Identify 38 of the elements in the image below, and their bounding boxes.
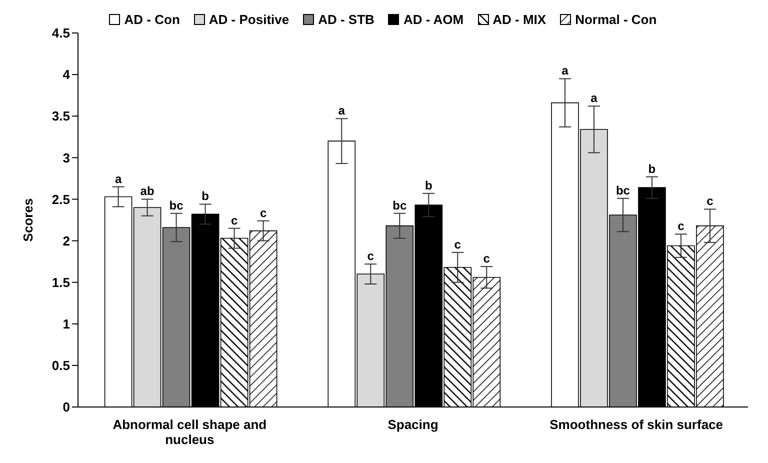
y-tick-label: 4 [62, 67, 71, 82]
y-tick-label: 0 [62, 400, 70, 415]
data-label: c [367, 249, 374, 264]
legend-label: AD - STB [317, 12, 374, 27]
x-tick-label: Abnormal cell shape and nucleus [112, 417, 267, 447]
y-tick-label: 1 [62, 316, 70, 332]
data-label: a [590, 91, 598, 106]
legend-label: Normal - Con [574, 12, 657, 27]
y-tick-label: 4.5 [52, 26, 70, 41]
legend-label: AD - MIX [492, 12, 546, 27]
y-tick-label: 3 [62, 150, 70, 166]
data-label: a [562, 64, 569, 78]
legend-label: AD - AOM [402, 12, 464, 27]
y-tick-label: 3.5 [52, 108, 70, 124]
data-label: c [483, 252, 490, 266]
legend-label: AD - Con [123, 12, 180, 27]
data-label: bc [616, 183, 630, 198]
legend-label: AD - Positive [208, 12, 290, 27]
data-label: b [648, 162, 656, 176]
data-label: c [454, 237, 462, 252]
data-label: a [338, 104, 346, 118]
y-tick-label: 1.5 [52, 274, 70, 290]
y-tick-label: 2.5 [52, 192, 70, 207]
data-label: a [114, 172, 122, 186]
data-label: c [230, 213, 238, 228]
x-tick-label: Smoothness of skin surface [550, 417, 724, 432]
x-tick-label: Spacing [388, 417, 438, 432]
y-axis-title: Scores [20, 198, 36, 242]
data-label: b [202, 189, 209, 204]
data-label: ab [140, 184, 154, 198]
data-label: b [424, 178, 432, 192]
data-label: c [706, 194, 714, 208]
data-label: bc [392, 198, 407, 212]
data-label: c [260, 206, 267, 220]
y-tick-label: 0.5 [52, 358, 70, 374]
y-tick-label: 2 [62, 233, 70, 248]
data-label: c [678, 219, 685, 234]
data-label: bc [169, 198, 184, 212]
